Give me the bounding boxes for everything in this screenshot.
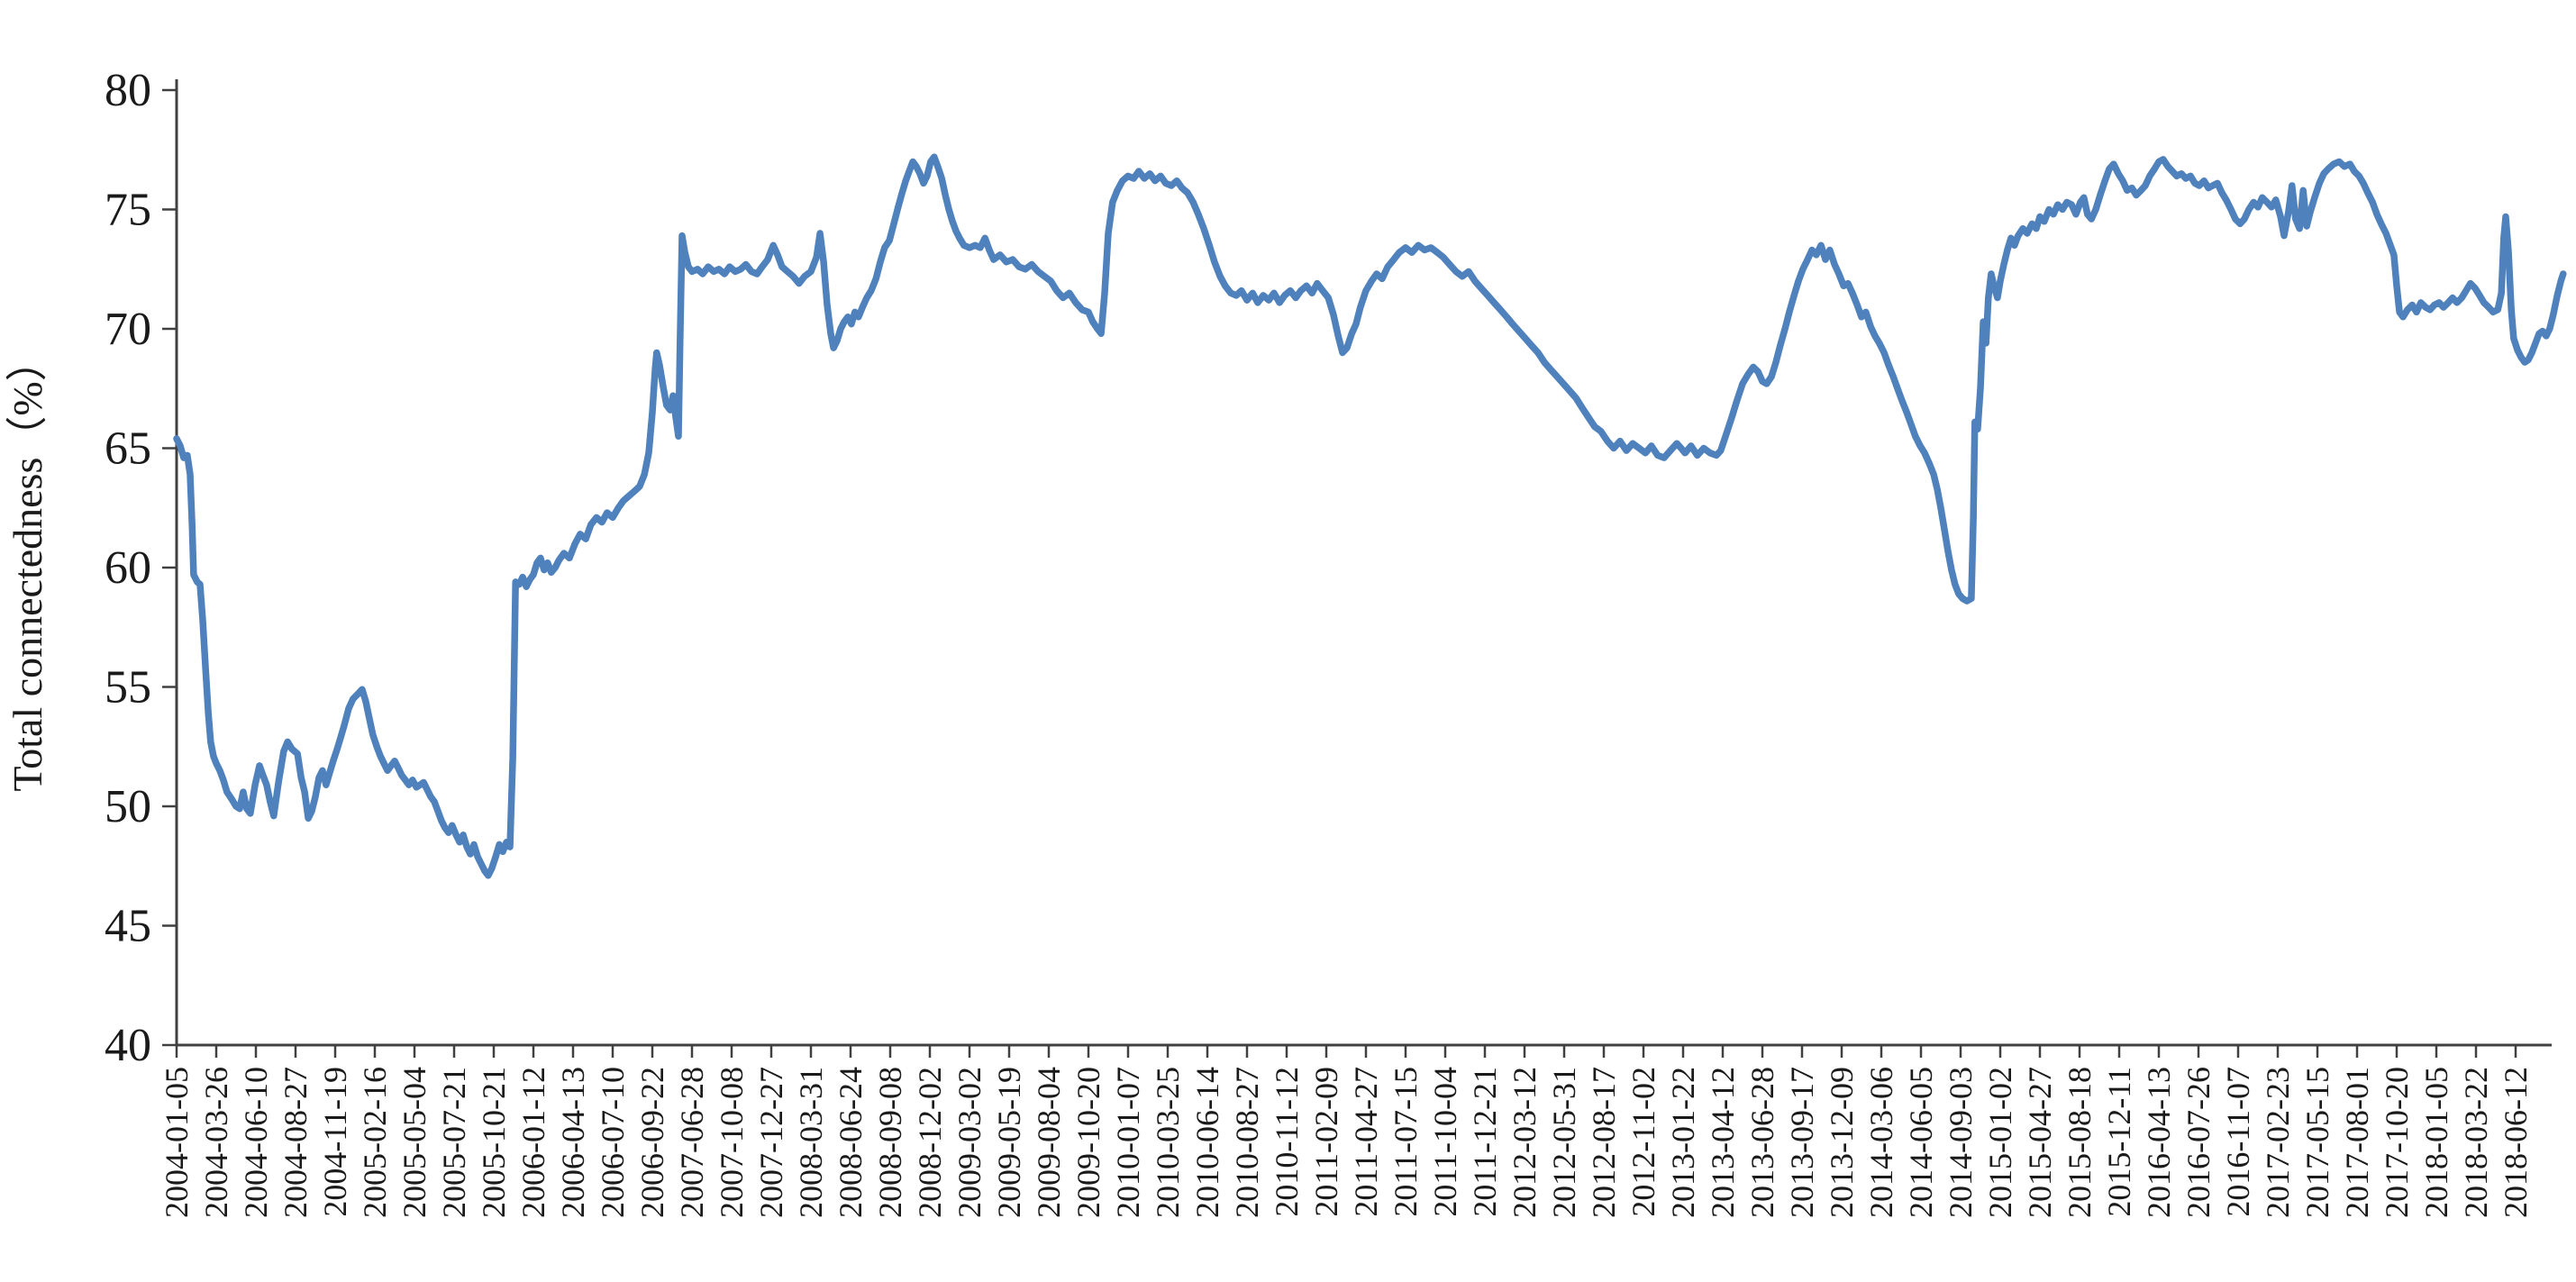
x-tick-label: 2010-11-12 — [1269, 1067, 1305, 1217]
x-tick-label: 2010-03-25 — [1150, 1067, 1186, 1218]
x-tick-label: 2004-08-27 — [278, 1067, 314, 1218]
x-tick-label: 2017-05-15 — [2299, 1067, 2335, 1218]
x-tick-label: 2010-06-14 — [1189, 1067, 1225, 1218]
x-tick-label: 2006-07-10 — [595, 1067, 631, 1218]
x-tick-label: 2005-07-21 — [436, 1067, 472, 1218]
y-tick-label: 75 — [105, 185, 151, 236]
x-tick-label: 2005-10-21 — [476, 1067, 512, 1218]
x-tick-label: 2011-10-04 — [1427, 1067, 1463, 1217]
x-tick-label: 2014-06-05 — [1903, 1067, 1939, 1218]
x-tick-label: 2017-02-23 — [2260, 1067, 2296, 1218]
x-tick-label: 2011-12-21 — [1467, 1067, 1503, 1217]
x-tick-label: 2013-06-28 — [1744, 1067, 1780, 1218]
x-tick-label: 2008-09-08 — [872, 1067, 908, 1218]
x-tick-label: 2011-02-09 — [1308, 1067, 1344, 1217]
x-tick-label: 2009-05-19 — [991, 1067, 1027, 1218]
x-tick-label: 2008-03-31 — [793, 1067, 829, 1218]
x-tick-label: 2006-09-22 — [634, 1067, 670, 1218]
x-tick-label: 2006-04-13 — [555, 1067, 591, 1218]
x-tick-label: 2012-08-17 — [1586, 1067, 1622, 1218]
x-tick-label: 2006-01-12 — [515, 1067, 551, 1218]
x-tick-label: 2011-04-27 — [1348, 1067, 1384, 1217]
x-tick-label: 2004-01-05 — [159, 1067, 195, 1218]
x-tick-label: 2018-03-22 — [2458, 1067, 2494, 1218]
x-tick-label: 2007-06-28 — [674, 1067, 710, 1218]
x-tick-label: 2013-04-12 — [1705, 1067, 1741, 1218]
x-tick-label: 2015-01-02 — [1982, 1067, 2018, 1218]
x-tick-label: 2012-11-02 — [1625, 1067, 1661, 1217]
x-tick-label: 2015-04-27 — [2022, 1067, 2058, 1218]
x-tick-label: 2012-05-31 — [1546, 1067, 1582, 1218]
y-tick-label: 55 — [105, 662, 151, 714]
x-tick-label: 2008-06-24 — [833, 1067, 869, 1218]
x-tick-label: 2013-12-09 — [1824, 1067, 1860, 1218]
x-tick-label: 2012-03-12 — [1506, 1067, 1543, 1218]
x-tick-label: 2017-08-01 — [2339, 1067, 2375, 1218]
x-tick-label: 2013-01-22 — [1665, 1067, 1701, 1218]
x-tick-label: 2016-07-26 — [2180, 1067, 2216, 1218]
x-tick-label: 2015-12-11 — [2101, 1067, 2137, 1217]
y-tick-label: 70 — [105, 304, 151, 355]
y-tick-label: 50 — [105, 781, 151, 832]
x-tick-label: 2004-11-19 — [317, 1067, 353, 1217]
y-tick-label: 80 — [105, 65, 151, 116]
x-tick-label: 2009-10-20 — [1070, 1067, 1106, 1218]
x-tick-label: 2014-09-03 — [1943, 1067, 1979, 1218]
x-tick-label: 2014-03-06 — [1863, 1067, 1899, 1218]
x-tick-label: 2015-08-18 — [2062, 1067, 2098, 1218]
x-tick-label: 2008-12-02 — [912, 1067, 948, 1218]
y-axis-title: Total connectedness（%） — [5, 340, 50, 791]
x-tick-label: 2009-03-02 — [951, 1067, 988, 1218]
y-tick-label: 65 — [105, 423, 151, 475]
x-tick-label: 2004-03-26 — [198, 1067, 234, 1218]
x-tick-label: 2007-12-27 — [753, 1067, 789, 1218]
x-tick-label: 2018-01-05 — [2418, 1067, 2454, 1218]
x-tick-label: 2011-07-15 — [1388, 1067, 1424, 1217]
x-tick-label: 2010-01-07 — [1110, 1067, 1146, 1218]
x-tick-label: 2017-10-20 — [2379, 1067, 2415, 1218]
x-tick-label: 2004-06-10 — [238, 1067, 274, 1218]
x-tick-label: 2016-04-13 — [2141, 1067, 2177, 1218]
x-tick-label: 2013-09-17 — [1784, 1067, 1820, 1218]
x-tick-label: 2010-08-27 — [1229, 1067, 1265, 1218]
x-tick-label: 2005-05-04 — [396, 1067, 432, 1218]
x-tick-label: 2007-10-08 — [714, 1067, 750, 1218]
series-line — [173, 153, 2567, 879]
x-tick-label: 2005-02-16 — [357, 1067, 393, 1218]
y-tick-label: 40 — [105, 1020, 151, 1071]
x-tick-label: 2016-11-07 — [2220, 1067, 2256, 1217]
y-tick-label: 45 — [105, 901, 151, 952]
y-tick-label: 60 — [105, 542, 151, 594]
x-tick-label: 2009-08-04 — [1031, 1067, 1067, 1218]
x-tick-label: 2018-06-12 — [2498, 1067, 2534, 1218]
